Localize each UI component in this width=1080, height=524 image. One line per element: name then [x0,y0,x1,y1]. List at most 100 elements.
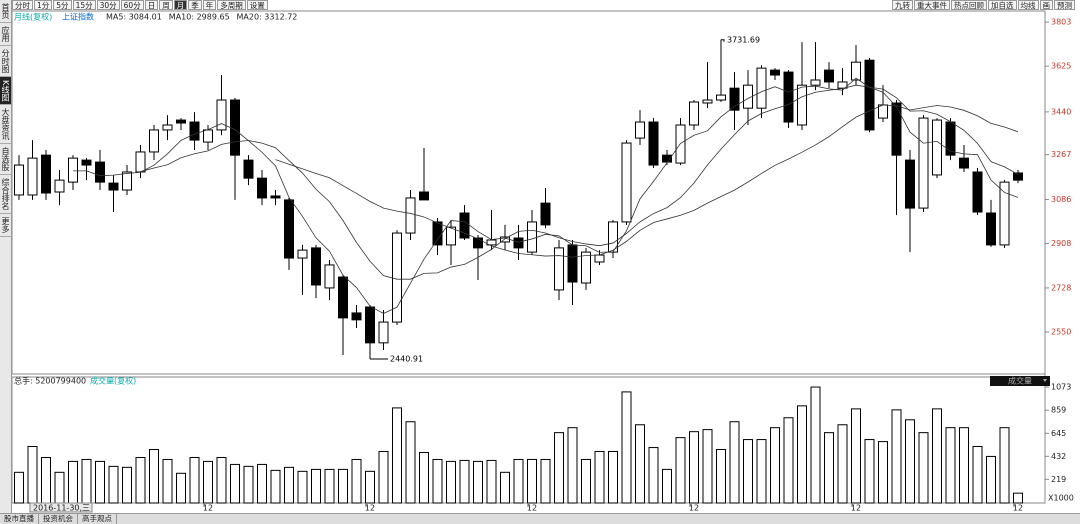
volume-bar [419,452,429,504]
period-tab[interactable]: 5分 [53,0,72,10]
period-tab[interactable]: 15分 [72,0,96,10]
volume-bar [891,409,902,504]
period-tab[interactable]: 设置 [246,0,268,10]
volume-bar [446,460,456,504]
period-tab[interactable]: 季 [188,0,202,10]
candle-body [770,69,780,76]
period-tab[interactable]: 30分 [96,0,120,10]
candle-body [176,119,186,124]
x-tick-label: 12 [527,504,537,513]
volume-bar [999,427,1010,504]
volume-bar [729,421,740,504]
tool-button[interactable]: 重大事件 [914,0,950,10]
candle-body [419,191,429,201]
candle-body [554,247,564,291]
period-tab[interactable]: 周 [159,0,173,10]
sidebar-tab[interactable]: 更多 [0,214,11,238]
candle-body [392,232,402,323]
volume-bar [81,458,92,504]
unit-label: X1000 [1048,494,1074,503]
indicator-label: 成交量 [1008,376,1032,386]
ma-line [73,77,1019,314]
candle-body [783,71,794,123]
x-tick-label: 12 [203,504,213,513]
candle-body [324,264,335,289]
volume-bar [41,457,51,504]
chart-title: 上证指数 [62,12,94,22]
period-toolbar: 分时 1分 5分 15分 30分 60分日周月季年多周期 设置 [12,0,269,10]
volume-bar [878,441,888,504]
candle-body [567,244,578,283]
candle-body [378,321,389,344]
tool-button[interactable]: 热点回顾 [951,0,987,10]
candle-body [189,121,200,141]
volume-bar [500,471,510,504]
y-tick-label: 3086 [1051,195,1071,204]
ma-line [140,84,1019,280]
volume-bar [864,439,875,504]
candle-body [945,121,956,156]
sidebar-tab[interactable]: 自选股 [0,144,11,176]
sidebar-tab[interactable]: K线图 [0,77,11,106]
sidebar-tab[interactable]: 首页 [0,0,11,23]
volume-bar [338,468,348,504]
candle-body [27,157,38,196]
tool-button[interactable]: 加自选 [988,0,1017,10]
ma-label: MA10: 2989.65 [169,13,230,22]
sidebar-tab[interactable]: 大盘资讯 [0,105,11,145]
y-tick-label: 1073 [1051,383,1071,392]
candle-body [905,159,915,209]
status-tab[interactable]: 股市直播 [0,514,39,524]
period-tab[interactable]: 日 [144,0,159,10]
volume-bar [905,419,915,504]
y-tick-label: 2908 [1051,239,1071,248]
volume-bar [824,432,834,504]
period-tab[interactable]: 多周期 [217,0,246,10]
volume-bar [527,458,537,504]
status-tab[interactable]: 投资机会 [39,514,78,524]
candle-body [797,84,807,126]
period-tab[interactable]: 分时 [12,0,33,10]
volume-bar [216,457,227,504]
y-tick-label: 3267 [1051,150,1071,159]
volume-bar [270,469,281,504]
candle-body [932,119,942,176]
price-panel [11,10,1046,375]
chart-subtitle: 月线(复权) [14,12,52,22]
tool-button[interactable]: 预测 [1054,0,1075,10]
volume-bar [662,468,672,504]
volume-bar [54,471,65,504]
candle-body [527,221,537,253]
sidebar-tab[interactable]: 分时图 [0,46,11,77]
volume-bar [770,427,780,504]
tool-button[interactable]: 九转 [892,0,913,10]
sidebar-tab[interactable]: 应用 [0,23,11,46]
y-tick-label: 3440 [1051,107,1071,116]
sidebar-tab[interactable]: 综合排名 [0,175,11,215]
tool-button[interactable]: 画 [1039,0,1053,10]
period-tab[interactable]: 年 [202,0,217,10]
candle-body [41,154,51,194]
volume-subtitle: 成交量(复权) [90,376,136,386]
tool-button[interactable]: 均线 [1017,0,1039,10]
volume-bar [810,386,821,504]
volume-bar [189,457,200,504]
candle-body [689,101,699,126]
volume-bar [243,465,254,504]
y-tick-label: 3803 [1051,18,1071,27]
volume-bar [702,429,713,504]
period-tab[interactable]: 1分 [34,0,53,10]
candle-body [405,197,416,234]
volume-bar [621,391,632,504]
status-tab[interactable]: 高手观点 [78,514,117,524]
volume-bar [365,470,375,504]
volume-bar [581,458,591,504]
period-tab[interactable]: 月 [173,0,188,10]
volume-bar [972,445,983,504]
candle-body [135,151,146,173]
volume-bar [959,427,969,504]
candle-body [959,157,969,169]
period-tab[interactable]: 60分 [120,0,144,10]
volume-bar [837,424,848,504]
